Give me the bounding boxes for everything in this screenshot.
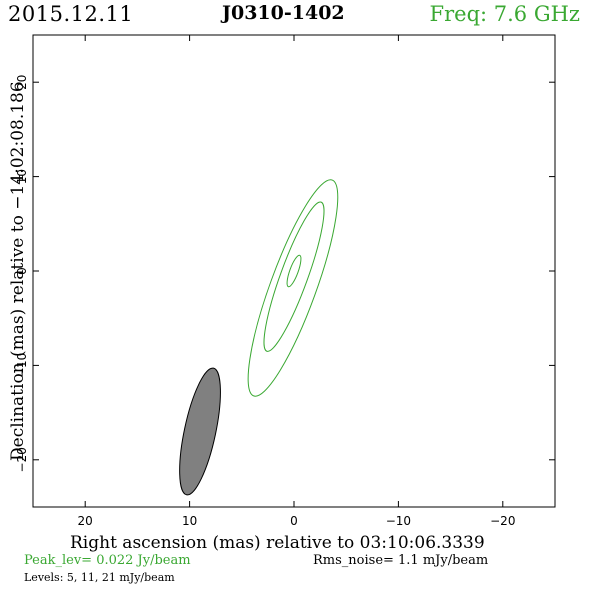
y-tick-label: 0 bbox=[15, 267, 29, 275]
contour-layer bbox=[247, 179, 339, 397]
frequency-label: Freq: 7.6 GHz bbox=[429, 2, 580, 26]
x-tick-label: −20 bbox=[490, 514, 515, 528]
x-tick-label: 0 bbox=[290, 514, 298, 528]
beam-layer bbox=[179, 367, 221, 496]
x-axis-label: Right ascension (mas) relative to 03:10:… bbox=[70, 533, 485, 553]
contour-level-5 bbox=[247, 179, 339, 397]
x-tick-label: −10 bbox=[386, 514, 411, 528]
axis-ticks bbox=[33, 35, 555, 507]
plot-frame bbox=[32, 34, 556, 508]
axis-tick-labels: 20 10 0 −10 −20 20 10 0 −10 −20 bbox=[15, 75, 515, 528]
contour-level-11 bbox=[263, 201, 325, 352]
x-tick-label: 10 bbox=[182, 514, 197, 528]
peak-level-label: Peak_lev= 0.022 Jy/beam bbox=[24, 553, 191, 568]
contour-level-21 bbox=[286, 254, 302, 288]
y-tick-label: 10 bbox=[15, 169, 29, 184]
y-tick-label: 20 bbox=[15, 75, 29, 90]
contour-levels-label: Levels: 5, 11, 21 mJy/beam bbox=[24, 571, 175, 584]
y-tick-label: −10 bbox=[15, 353, 29, 378]
source-title: J0310-1402 bbox=[222, 2, 345, 24]
y-tick-label: −20 bbox=[15, 447, 29, 472]
y-axis-label: Declination (mas) relative to −14:02:08.… bbox=[8, 81, 28, 461]
beam-ellipse bbox=[179, 367, 221, 496]
rms-noise-label: Rms_noise= 1.1 mJy/beam bbox=[313, 553, 489, 568]
date-label: 2015.12.11 bbox=[8, 2, 134, 26]
x-tick-label: 20 bbox=[78, 514, 93, 528]
